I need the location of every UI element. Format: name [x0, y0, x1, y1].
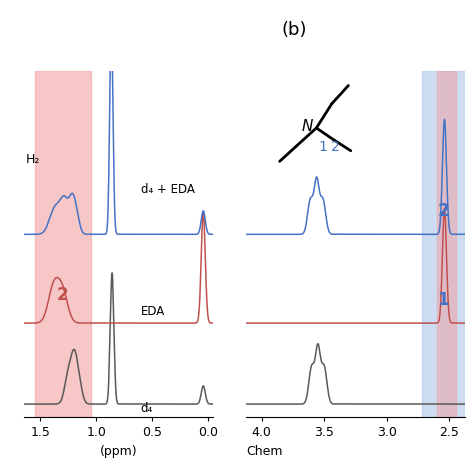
Text: EDA: EDA — [141, 305, 165, 318]
Text: N: N — [301, 119, 313, 134]
Text: d₄: d₄ — [141, 402, 153, 415]
X-axis label: Chem: Chem — [246, 445, 283, 458]
Text: 2: 2 — [438, 202, 449, 220]
Bar — [437, 71, 456, 417]
Text: H₂: H₂ — [26, 153, 40, 165]
Text: 1: 1 — [438, 291, 449, 309]
X-axis label: (ppm): (ppm) — [100, 445, 137, 458]
Text: (b): (b) — [281, 21, 307, 39]
Text: 2: 2 — [331, 140, 339, 154]
Bar — [35, 71, 91, 417]
Text: 2: 2 — [57, 286, 69, 304]
Bar — [422, 71, 465, 417]
Text: d₄ + EDA: d₄ + EDA — [141, 182, 195, 196]
Text: 1: 1 — [319, 140, 328, 154]
